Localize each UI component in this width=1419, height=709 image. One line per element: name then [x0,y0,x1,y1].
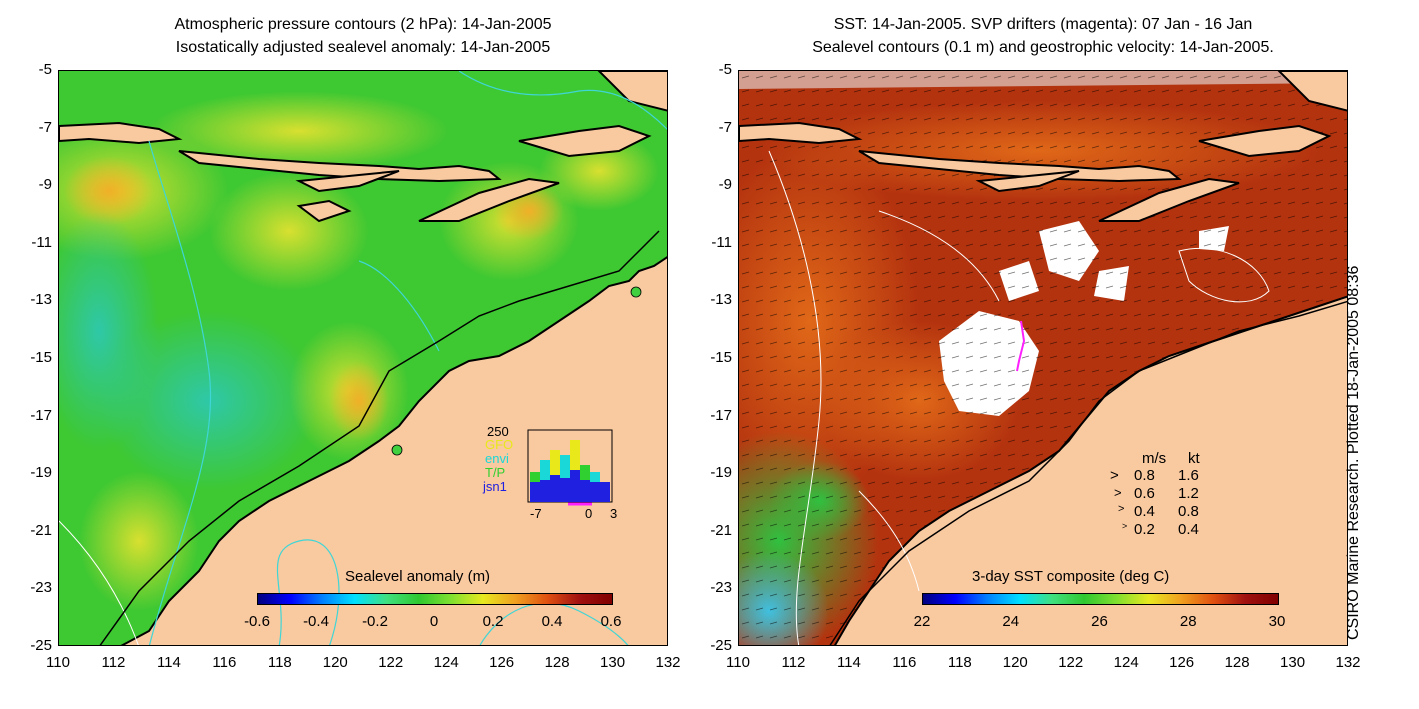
left-lat-tick: -13 [30,291,52,309]
sst-colorbar [922,593,1279,605]
right-colorbar-tick: 22 [913,613,931,630]
right-lat-tick: -11 [711,233,732,251]
velocity-legend: m/s kt > 0.8 1.6 > 0.6 1.2 > 0.4 0.8 > 0… [1110,450,1230,540]
inset-x-tick-1: -7 [530,506,542,521]
left-lon-tick: 120 [322,654,348,671]
left-colorbar-tick: 0.4 [541,613,563,630]
right-lat-tick: -23 [710,579,732,597]
inset-series-envi: envi [485,451,509,466]
right-lat-tick: -7 [718,118,732,136]
sealevel-anomaly-map [58,70,668,646]
altimeter-coverage-inset [527,429,613,506]
left-lat-tick: -17 [30,406,52,424]
left-colorbar-title: Sealevel anomaly (m) [345,568,491,585]
right-lon-tick: 126 [1169,654,1195,671]
left-lon-tick: 132 [655,654,681,671]
legend-ms-02: 0.2 [1134,521,1155,538]
right-colorbar-tick: 30 [1268,613,1286,630]
left-title-line2: Isostatically adjusted sealevel anomaly:… [175,39,551,56]
right-lon-tick: 114 [836,654,861,671]
right-colorbar-tick: 26 [1091,613,1108,630]
left-lat-tick: -23 [30,579,52,597]
right-lon-tick: 130 [1280,654,1306,671]
right-lon-tick: 118 [947,654,972,671]
inset-x-tick-3: 3 [610,506,618,521]
legend-kt-06: 1.2 [1178,485,1199,502]
legend-arrow-06: > [1114,485,1122,500]
left-lat-tick: -25 [30,637,52,654]
left-lon-tick: 112 [101,654,126,671]
left-lat-tick: -11 [31,233,52,251]
right-lon-tick: 132 [1335,654,1361,671]
right-lat-tick: -21 [710,521,732,539]
legend-kt-04: 0.8 [1178,503,1199,520]
right-lon-tick: 112 [781,654,806,671]
left-lon-tick: 126 [489,654,515,671]
left-colorbar-tick: -0.4 [303,613,329,630]
left-colorbar-tick: 0.2 [482,613,504,630]
left-lon-tick: 122 [378,654,404,671]
right-lon-tick: 124 [1113,654,1139,671]
legend-kt-02: 0.4 [1178,521,1199,538]
left-lon-tick: 128 [544,654,570,671]
inset-y-tick: 250 [487,424,509,439]
right-colorbar-title: 3-day SST composite (deg C) [972,568,1170,585]
sealevel-colorbar [257,593,613,605]
right-lon-tick: 110 [726,654,750,671]
sst-map [738,70,1348,646]
legend-header-ms: m/s [1142,450,1167,467]
left-lat-tick: -9 [38,176,52,194]
right-lon-tick: 116 [892,654,917,671]
left-colorbar-tick: 0 [429,613,439,630]
right-lat-tick: -19 [710,464,732,482]
left-colorbar-tick: -0.2 [362,613,388,630]
left-colorbar-tick: -0.6 [244,613,270,630]
right-colorbar-tick: 24 [1002,613,1020,630]
right-lon-tick: 120 [1002,654,1028,671]
credit-text: CSIRO Marine Research. Plotted 18-Jan-20… [1345,265,1362,640]
legend-arrow-02: > [1122,521,1128,531]
inset-series-gfo: GFO [485,437,514,452]
right-title-line1: SST: 14-Jan-2005. SVP drifters (magenta)… [833,16,1253,33]
legend-arrow-04: > [1118,503,1125,515]
legend-header-kt: kt [1188,450,1200,467]
inset-series-tp: T/P [485,465,506,480]
legend-arrow-08: > [1110,467,1119,484]
legend-kt-08: 1.6 [1178,467,1199,484]
right-lat-tick: -5 [718,61,732,78]
legend-ms-06: 0.6 [1134,485,1155,502]
left-lon-tick: 114 [156,654,181,671]
right-lat-tick: -17 [710,406,732,424]
left-colorbar-tick: 0.6 [600,613,622,630]
right-lat-tick: -13 [710,291,732,309]
inset-series-jsn1: jsn1 [483,479,507,494]
left-lon-tick: 116 [212,654,237,671]
left-lat-tick: -15 [30,349,52,366]
right-title-line2: Sealevel contours (0.1 m) and geostrophi… [812,39,1274,56]
left-lat-tick: -7 [38,118,52,136]
left-lon-tick: 130 [600,654,626,671]
right-colorbar-tick: 28 [1179,613,1197,630]
right-lon-tick: 128 [1224,654,1250,671]
left-title-line1: Atmospheric pressure contours (2 hPa): 1… [174,16,552,33]
left-lat-tick: -21 [30,521,52,539]
left-lat-tick: -5 [38,61,52,78]
right-lon-tick: 122 [1058,654,1084,671]
left-lon-tick: 118 [267,654,292,671]
inset-x-tick-2: 0 [585,506,593,521]
left-lon-tick: 110 [46,654,70,671]
right-lat-tick: -25 [710,637,732,654]
right-lat-tick: -15 [710,349,732,366]
left-lon-tick: 124 [433,654,459,671]
left-lat-tick: -19 [30,464,52,482]
right-lat-tick: -9 [718,176,732,194]
legend-ms-04: 0.4 [1134,503,1155,520]
legend-ms-08: 0.8 [1134,467,1155,484]
